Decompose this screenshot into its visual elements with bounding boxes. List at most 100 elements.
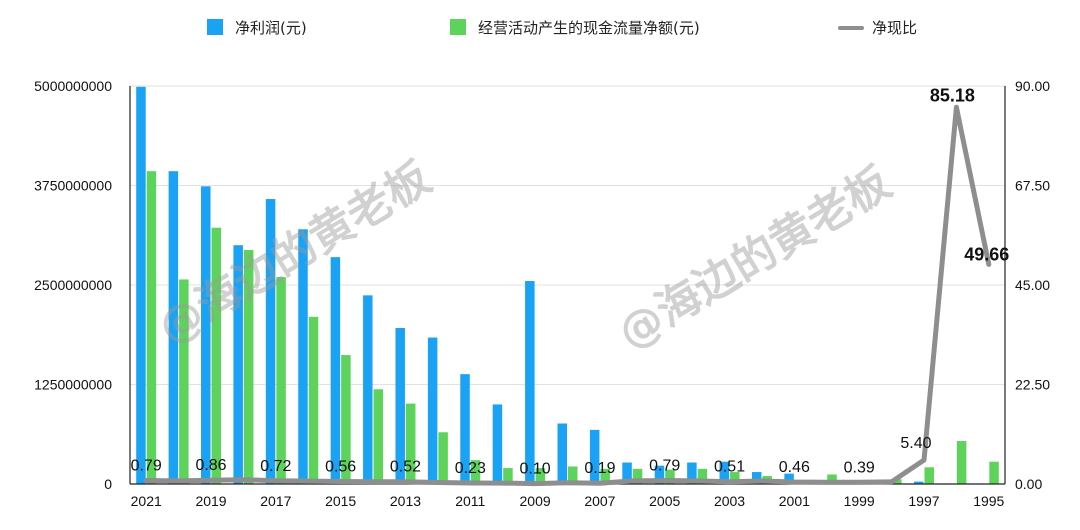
x-tick-label: 2013 <box>390 493 421 509</box>
x-tick-label: 2015 <box>325 493 356 509</box>
bar-operating-cashflow <box>470 460 481 484</box>
ratio-data-label: 0.19 <box>584 460 615 477</box>
legend: 净利润(元) 经营活动产生的现金流量净额(元) 净现比 <box>207 19 917 37</box>
ratio-data-label: 85.18 <box>930 85 975 105</box>
bar-operating-cashflow <box>730 472 740 484</box>
legend-label: 经营活动产生的现金流量净额(元) <box>478 19 700 37</box>
bar-net-profit <box>136 86 146 485</box>
ratio-data-label: 5.40 <box>900 435 931 452</box>
ratio-data-label: 0.79 <box>649 458 680 475</box>
bar-operating-cashflow <box>146 171 157 484</box>
bar-operating-cashflow <box>341 355 351 484</box>
bar-net-profit <box>427 337 438 484</box>
bar-net-profit <box>751 472 762 484</box>
bar-net-profit <box>330 257 341 484</box>
watermark-layer: @海边的黄老板 @海边的黄老板 <box>149 152 899 359</box>
x-tick-label: 2005 <box>649 493 680 509</box>
y-right-tick-label: 67.50 <box>1015 178 1050 194</box>
bar-net-profit <box>784 473 794 484</box>
y-right-tick-label: 22.50 <box>1015 377 1050 393</box>
ratio-data-label: 0.72 <box>260 458 291 475</box>
legend-label: 净利润(元) <box>235 19 307 37</box>
x-tick-label: 2007 <box>584 493 615 509</box>
y-left-tick-label: 5000000000 <box>34 78 112 94</box>
bar-operating-cashflow <box>600 468 610 484</box>
bar-operating-cashflow <box>211 227 222 485</box>
x-tick-label: 2021 <box>131 493 162 509</box>
bar-net-profit <box>363 295 373 484</box>
ratio-data-label: 0.46 <box>779 459 810 476</box>
y-right-tick-label: 90.00 <box>1015 78 1050 94</box>
x-tick-label: 1995 <box>973 493 1004 509</box>
bar-operating-cashflow <box>373 389 384 484</box>
bar-net-profit <box>525 281 535 484</box>
ratio-data-label: 0.39 <box>844 459 875 476</box>
ratio-data-label: 0.23 <box>455 460 486 477</box>
tick-labels: 0 1250000000 2500000000 3750000000 500000000… <box>34 78 1050 509</box>
y-left-tick-label: 3750000000 <box>34 178 112 194</box>
ratio-data-label: 0.52 <box>390 459 421 476</box>
ratio-line <box>143 104 992 487</box>
ratio-data-label: 0.51 <box>714 459 745 476</box>
ratio-data-label: 0.56 <box>325 459 356 476</box>
watermark-right: @海边的黄老板 <box>609 157 899 359</box>
bar-net-profit <box>622 462 632 484</box>
x-tick-label: 2009 <box>520 493 551 509</box>
x-tick-label: 1997 <box>908 493 939 509</box>
bar-net-profit <box>557 423 567 484</box>
bar-net-profit <box>913 481 924 484</box>
ratio-data-label: 49.66 <box>964 244 1009 264</box>
bar-operating-cashflow <box>535 468 546 484</box>
ratio-labels: 0.79 0.86 0.72 0.56 0.52 0.23 0.10 0.19 0.79 0.51… <box>131 85 1010 477</box>
bar-operating-cashflow <box>956 441 967 484</box>
bar-net-profit <box>687 462 697 484</box>
watermark-left: @海边的黄老板 <box>149 152 439 354</box>
bar-operating-cashflow <box>924 467 934 484</box>
bar-operating-cashflow <box>438 432 448 484</box>
y-left-tick-label: 2500000000 <box>34 277 112 293</box>
bar-operating-cashflow <box>697 468 708 484</box>
bar-net-profit <box>719 461 730 484</box>
bar-net-profit <box>654 465 665 484</box>
x-tick-label: 2003 <box>714 493 745 509</box>
bar-operating-cashflow <box>989 461 999 484</box>
bar-operating-cashflow <box>632 468 643 484</box>
y-left-tick-label: 1250000000 <box>34 377 112 393</box>
bar-operating-cashflow <box>892 479 902 484</box>
bar-net-profit <box>168 171 179 484</box>
bar-operating-cashflow <box>276 277 286 484</box>
x-tick-label: 2011 <box>455 493 485 509</box>
bar-operating-cashflow <box>568 466 578 484</box>
legend-swatch <box>450 19 466 35</box>
legend-label: 净现比 <box>872 19 917 37</box>
y-left-tick-label: 0 <box>104 476 112 492</box>
bar-net-profit <box>265 199 276 485</box>
bar-net-profit <box>589 429 600 484</box>
x-tick-label: 2019 <box>195 493 226 509</box>
bar-operating-cashflow <box>665 469 675 484</box>
x-tick-label: 2001 <box>779 493 810 509</box>
legend-swatch <box>207 19 223 35</box>
x-tick-label: 1999 <box>844 493 875 509</box>
bar-net-profit <box>492 404 503 484</box>
bars <box>136 86 999 485</box>
y-right-tick-label: 45.00 <box>1015 277 1050 293</box>
ratio-data-label: 0.79 <box>131 458 162 475</box>
ratio-data-label: 0.86 <box>195 457 226 474</box>
x-tick-label: 2017 <box>260 493 291 509</box>
bar-operating-cashflow <box>503 468 513 484</box>
bar-net-profit <box>201 186 211 484</box>
ratio-data-label: 0.10 <box>520 461 551 478</box>
bar-net-profit <box>460 374 470 484</box>
ratio-line-layer <box>143 104 992 487</box>
bar-operating-cashflow <box>179 279 189 484</box>
bar-operating-cashflow <box>308 316 319 484</box>
y-right-tick-label: 0.00 <box>1015 476 1042 492</box>
bar-net-profit <box>298 229 308 484</box>
bar-operating-cashflow <box>405 403 416 484</box>
bar-net-profit <box>233 245 243 484</box>
bar-net-profit <box>395 327 405 484</box>
bar-operating-cashflow <box>827 474 837 484</box>
bar-operating-cashflow <box>243 249 254 484</box>
